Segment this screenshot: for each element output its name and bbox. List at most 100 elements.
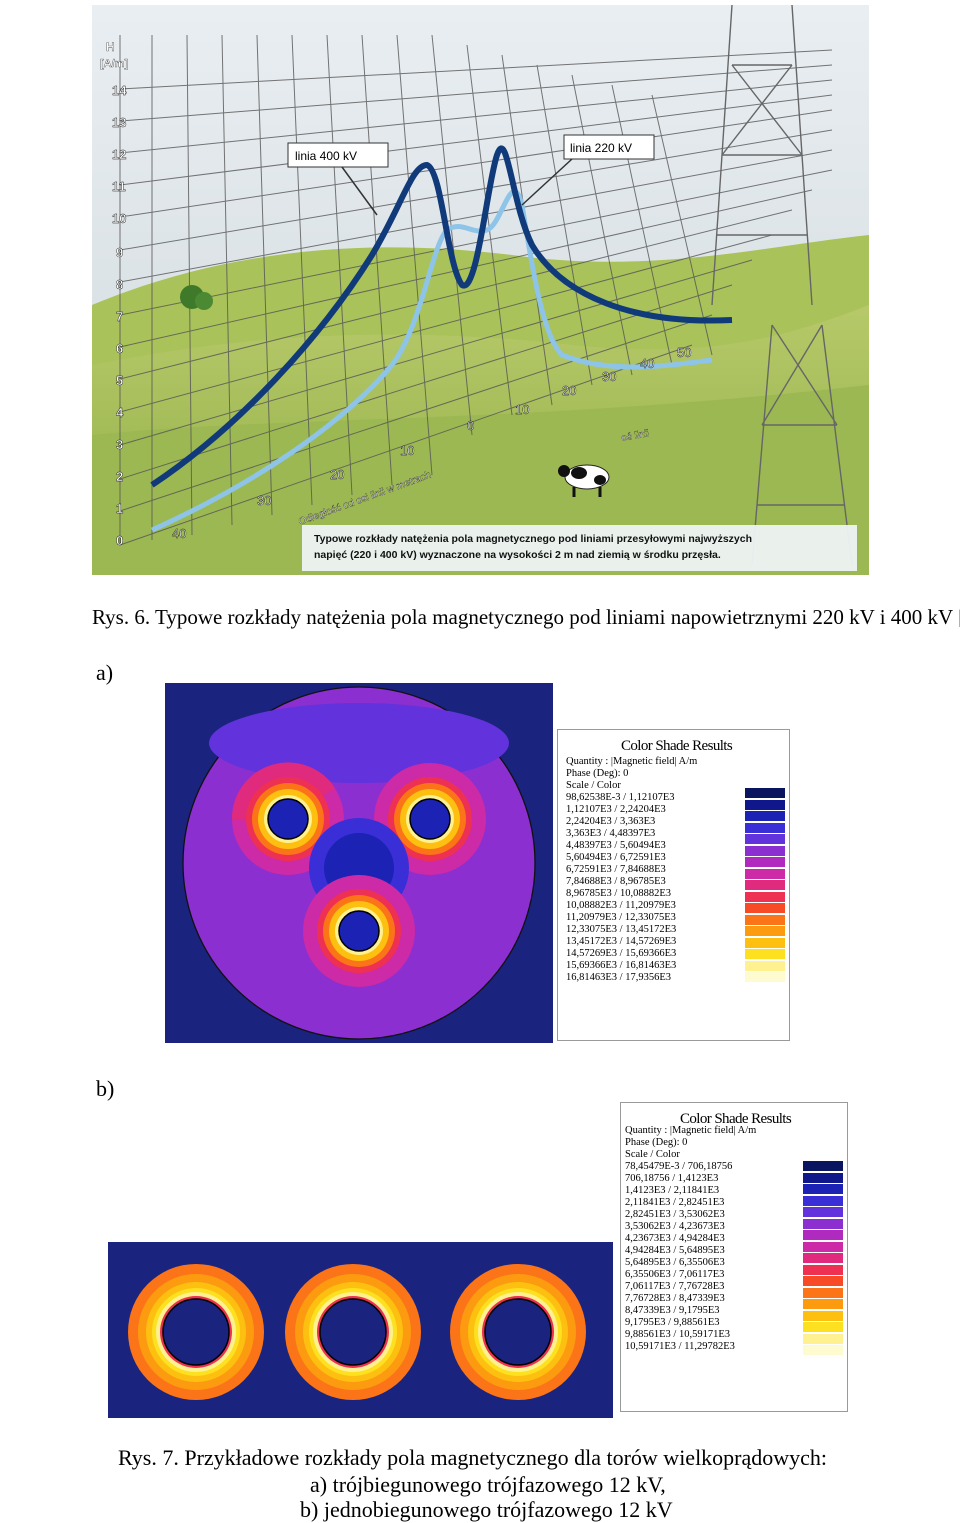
legend-row: 11,20979E3 / 12,33075E3 [566, 912, 676, 923]
y-tick-12: 12 [112, 147, 126, 162]
legend-row: 6,35506E3 / 7,06117E3 [625, 1269, 725, 1280]
y-tick-10: 10 [112, 211, 126, 226]
y-tick-13: 13 [112, 115, 126, 130]
y-tick-14: 14 [112, 83, 127, 98]
legend-row: 6,72591E3 / 7,84688E3 [566, 864, 666, 875]
legend-row: 1,12107E3 / 2,24204E3 [566, 804, 666, 815]
legend-row: 78,45479E-3 / 706,18756 [625, 1161, 733, 1172]
y-tick-8: 8 [116, 277, 123, 292]
legend-swatch [803, 1333, 843, 1344]
legend-row: 3,363E3 / 4,48397E3 [566, 828, 656, 839]
legend-swatch [803, 1207, 843, 1217]
legend-row: 8,47339E3 / 9,1795E3 [625, 1305, 720, 1316]
legend-swatch [803, 1287, 843, 1298]
x-tick-10r: 10 [515, 402, 529, 417]
legend-swatch [803, 1264, 843, 1275]
legend-swatch [745, 891, 785, 902]
figure7-caption-line2: a) trójbiegunowego trójfazowego 12 kV, [310, 1472, 666, 1497]
y-tick-0: 0 [116, 533, 123, 548]
legend-row: 98,62538E-3 / 1,12107E3 [566, 792, 675, 803]
figure6-caption: Rys. 6. Typowe rozkłady natężenia pola m… [92, 605, 960, 629]
y-tick-9: 9 [116, 245, 123, 260]
legend-swatch [745, 880, 785, 890]
legend-row: 2,82451E3 / 3,53062E3 [625, 1209, 725, 1220]
x-tick-20r: 20 [562, 383, 576, 398]
legend-row: 9,88561E3 / 10,59171E3 [625, 1329, 730, 1340]
legend-a-quantity: Quantity : |Magnetic field| A/m [566, 756, 698, 767]
figure7-caption-text: Rys. 7. Przykładowe rozkłady pola magnet… [118, 1445, 828, 1470]
legend-swatch [745, 857, 785, 867]
label-b: b) [96, 1076, 115, 1101]
legend-swatch [803, 1195, 843, 1206]
info-box [302, 525, 857, 571]
legend-swatch [745, 903, 785, 913]
x-tick-50r: 50 [677, 345, 691, 360]
legend-row: 7,06117E3 / 7,76728E3 [625, 1281, 725, 1292]
legend-b-title: Color Shade Results [680, 1111, 792, 1127]
legend-swatch [745, 949, 785, 959]
legend-b-quantity: Quantity : |Magnetic field| A/m [625, 1125, 757, 1136]
figure7-caption-line1: Rys. 7. Przykładowe rozkłady pola magnet… [118, 1445, 827, 1471]
axis-label-right: oś linii [621, 428, 650, 444]
legend-row: 706,18756 / 1,4123E3 [625, 1173, 719, 1184]
legend-swatch [803, 1276, 843, 1286]
legend-row: 16,81463E3 / 17,9356E3 [566, 972, 671, 983]
y-tick-7: 7 [116, 309, 123, 324]
legend-row: 4,23673E3 / 4,94284E3 [625, 1233, 725, 1244]
legend-a-title: Color Shade Results [621, 738, 733, 754]
legend-swatch [745, 960, 785, 971]
x-tick-20: 20 [330, 467, 344, 482]
legend-swatch [803, 1322, 843, 1332]
y-tick-6: 6 [116, 341, 123, 356]
legend-swatch [745, 822, 785, 833]
x-tick-30r: 30 [602, 369, 616, 384]
label-220-box [563, 134, 655, 160]
legend-row: 13,45172E3 / 14,57269E3 [566, 936, 677, 947]
legend-swatch [803, 1230, 843, 1240]
legend-a-phase: Phase (Deg): 0 [566, 768, 629, 779]
x-tick-10: 10 [400, 443, 414, 458]
axis-unit-am: [A/m] [100, 58, 128, 70]
legend-swatch [803, 1345, 843, 1355]
x-tick-0: 0 [467, 418, 474, 433]
legend-swatch [745, 845, 785, 856]
legend-row: 5,64895E3 / 6,35506E3 [625, 1257, 725, 1268]
legend-swatch [745, 799, 785, 810]
legend-row: 7,76728E3 / 8,47339E3 [625, 1293, 725, 1304]
legend-swatch [745, 914, 785, 925]
legend-swatch [803, 1161, 843, 1171]
label-220: linia 220 kV [570, 141, 632, 155]
legend-swatch [745, 868, 785, 879]
legend-row: 4,48397E3 / 5,60494E3 [566, 840, 666, 851]
legend-row: 3,53062E3 / 4,23673E3 [625, 1221, 725, 1232]
info-line-2: napięć (220 i 400 kV) wyznaczone na wyso… [314, 549, 721, 561]
legend-swatch [745, 811, 785, 821]
legend-swatch [745, 937, 785, 948]
figure6-chart: 14 13 12 11 10 9 8 7 6 5 4 3 2 1 0 H [A/… [92, 5, 869, 575]
figure6-photo: 14 13 12 11 10 9 8 7 6 5 4 3 2 1 0 H [A/… [92, 5, 869, 575]
legend-row: 2,11841E3 / 2,82451E3 [625, 1197, 725, 1208]
legend-row: 10,08882E3 / 11,20979E3 [566, 900, 676, 911]
y-tick-1: 1 [116, 501, 123, 516]
legend-row: 7,84688E3 / 8,96785E3 [566, 876, 666, 887]
y-tick-11: 11 [112, 179, 126, 194]
legend-swatch [803, 1218, 843, 1229]
legend-swatch [803, 1241, 843, 1252]
legend-swatch [803, 1299, 843, 1309]
legend-row: 14,57269E3 / 15,69366E3 [566, 948, 677, 959]
legend-b-scale: Scale / Color [625, 1149, 680, 1160]
legend-row: 2,24204E3 / 3,363E3 [566, 816, 656, 827]
x-tick-40: 40 [172, 526, 186, 541]
label-400: linia 400 kV [295, 149, 357, 163]
legend-row: 15,69366E3 / 16,81463E3 [566, 960, 677, 971]
x-ticks: 40 30 20 10 0 10 20 30 40 50 [172, 345, 692, 541]
pylons [711, 5, 853, 566]
field-plot-b-svg [108, 1242, 613, 1418]
legend-swatch [803, 1310, 843, 1321]
field-plot-b [108, 1242, 613, 1418]
legend-row: 4,94284E3 / 5,64895E3 [625, 1245, 725, 1256]
legend-b: Color Shade Results Quantity : |Magnetic… [620, 1102, 848, 1412]
axis-unit-h: H [106, 40, 115, 54]
x-tick-30: 30 [257, 493, 271, 508]
legend-swatch [803, 1253, 843, 1263]
